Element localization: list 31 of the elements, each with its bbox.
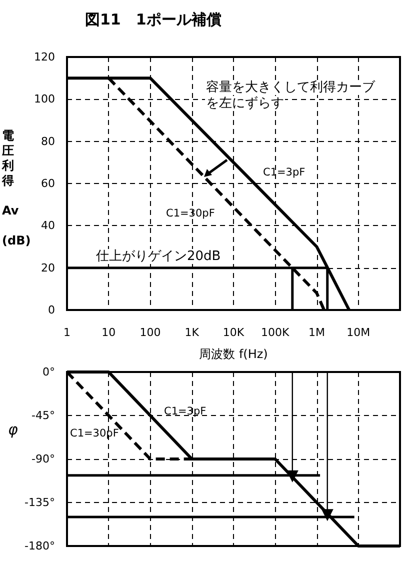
- y-tick-label: -180°: [24, 540, 55, 552]
- y-tick-label: 60: [41, 177, 55, 190]
- x-tick-label: 10M: [346, 326, 370, 339]
- y-tick-label: 120: [34, 50, 55, 64]
- y-tick-label: 40: [41, 219, 55, 232]
- series-label: C1=30pF: [70, 428, 119, 440]
- y-tick-label: -90°: [32, 452, 55, 466]
- x-tick-label: 1: [64, 326, 70, 339]
- y-tick-label: -45°: [32, 409, 55, 422]
- y-tick-label: 0: [48, 304, 55, 316]
- series-label: C1=3pF: [263, 166, 306, 178]
- annotation: を左にずらす: [205, 96, 285, 111]
- series-label: C1=30pF: [166, 208, 215, 220]
- y-tick-label: 80: [41, 134, 55, 148]
- annotation: 仕上がりゲイン20dB: [95, 249, 222, 264]
- series-label: C1=3pF: [164, 406, 206, 418]
- x-axis-title: 周波数 f(Hz): [199, 347, 268, 361]
- annotation: 容量を大きくして利得カーブ: [205, 80, 376, 95]
- y-tick-label: 20: [41, 261, 55, 274]
- x-tick-label: 1K: [184, 326, 200, 339]
- y-tick-label: 0°: [42, 366, 55, 378]
- x-tick-label: 10: [102, 326, 116, 339]
- x-tick-label: 10K: [222, 326, 245, 339]
- y-tick-label: 100: [34, 92, 55, 106]
- x-tick-label: 100K: [261, 326, 290, 339]
- y-tick-label: -135°: [24, 496, 55, 509]
- x-tick-label: 100: [140, 326, 161, 339]
- x-tick-label: 1M: [308, 326, 325, 339]
- y-axis-title: φ: [8, 420, 18, 438]
- chart-title: 図11 1ポール補償: [85, 10, 222, 28]
- text: 電圧利得 Av (dB): [2, 128, 31, 248]
